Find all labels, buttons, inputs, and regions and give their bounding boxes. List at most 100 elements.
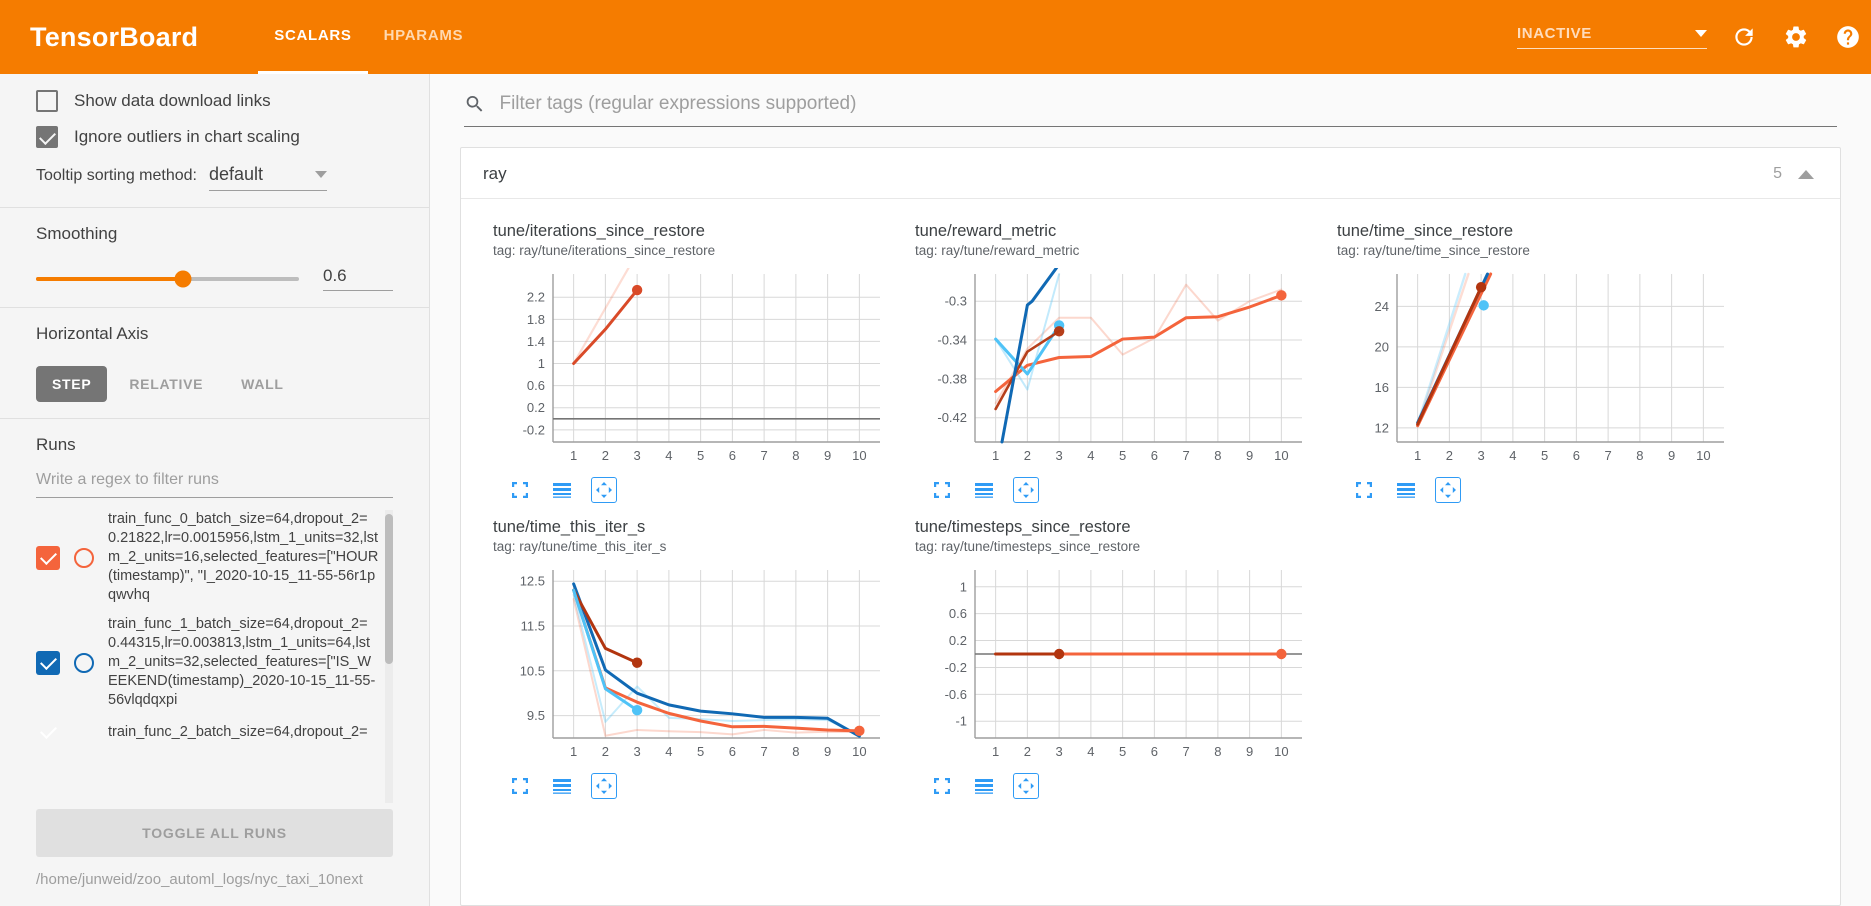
svg-text:10: 10 bbox=[1274, 744, 1288, 759]
sidebar-options: Show data download links Ignore outliers… bbox=[0, 74, 429, 207]
chart-tag: tag: ray/tune/reward_metric bbox=[915, 243, 1080, 258]
help-icon[interactable] bbox=[1833, 22, 1863, 52]
svg-text:2: 2 bbox=[602, 448, 609, 463]
fit-domain-icon[interactable] bbox=[591, 773, 617, 799]
svg-text:5: 5 bbox=[697, 448, 704, 463]
svg-text:1: 1 bbox=[570, 448, 577, 463]
data-series-icon[interactable] bbox=[549, 773, 575, 799]
svg-text:1: 1 bbox=[992, 744, 999, 759]
chart-plot[interactable]: -1 -0.6 -0.2 0.2 0.6 1 1 2 3 4 5 6 7 8 9 10 bbox=[915, 564, 1311, 769]
run-color-dot[interactable] bbox=[74, 722, 94, 742]
expand-icon[interactable] bbox=[1351, 477, 1377, 503]
chart-series-line bbox=[572, 588, 861, 733]
show-download-links-checkbox[interactable] bbox=[36, 90, 58, 112]
fit-domain-icon[interactable] bbox=[1013, 477, 1039, 503]
axis-option-wall[interactable]: WALL bbox=[241, 376, 284, 392]
refresh-icon[interactable] bbox=[1729, 22, 1759, 52]
run-label: train_func_1_batch_size=64,dropout_2=0.4… bbox=[108, 616, 376, 708]
main-tabs: SCALARS HPARAMS bbox=[258, 0, 479, 74]
chart-tag: tag: ray/tune/iterations_since_restore bbox=[493, 243, 716, 258]
svg-text:7: 7 bbox=[1183, 744, 1190, 759]
chart-endpoint-marker bbox=[631, 705, 643, 716]
svg-text:7: 7 bbox=[761, 744, 768, 759]
svg-text:5: 5 bbox=[1119, 448, 1126, 463]
list-item[interactable]: train_func_0_batch_size=64,dropout_2=0.2… bbox=[36, 510, 379, 605]
app-header: TensorBoard SCALARS HPARAMS INACTIVE bbox=[0, 0, 1871, 74]
search-icon bbox=[466, 95, 483, 112]
svg-text:2.2: 2.2 bbox=[527, 290, 545, 305]
chart-plot[interactable]: 12 16 20 24 1 2 3 4 5 6 7 8 9 10 bbox=[1337, 268, 1733, 473]
chart-tag: tag: ray/tune/time_this_iter_s bbox=[493, 539, 667, 554]
svg-text:10: 10 bbox=[852, 448, 866, 463]
gear-icon[interactable] bbox=[1781, 22, 1811, 52]
chart-card: tune/iterations_since_restore tag: ray/tu… bbox=[475, 211, 897, 507]
chart-endpoint-marker bbox=[1478, 300, 1489, 311]
svg-text:20: 20 bbox=[1375, 339, 1389, 354]
data-series-icon[interactable] bbox=[971, 477, 997, 503]
chart-series-line bbox=[572, 582, 861, 738]
run-checkbox[interactable] bbox=[36, 650, 60, 675]
tag-filter-input[interactable] bbox=[497, 92, 1837, 116]
svg-text:5: 5 bbox=[1541, 448, 1548, 463]
runs-scrollbar-thumb[interactable] bbox=[385, 514, 393, 664]
toggle-all-runs-button[interactable]: TOGGLE ALL RUNS bbox=[36, 809, 393, 857]
run-status-dropdown[interactable]: INACTIVE bbox=[1517, 25, 1707, 49]
tooltip-sorting-select[interactable]: default bbox=[208, 164, 327, 191]
show-download-links-row[interactable]: Show data download links bbox=[36, 90, 393, 112]
data-series-icon[interactable] bbox=[971, 773, 997, 799]
tab-scalars[interactable]: SCALARS bbox=[258, 0, 368, 74]
list-item[interactable]: train_func_2_batch_size=64,dropout_2= bbox=[36, 720, 379, 744]
svg-text:10: 10 bbox=[1274, 448, 1288, 463]
svg-text:-0.34: -0.34 bbox=[937, 333, 967, 348]
chart-series-line bbox=[572, 588, 639, 665]
chart-plot[interactable]: -0.2 0.2 0.6 1 1.4 1.8 2.2 1 2 3 4 5 6 7 8 9 10 bbox=[493, 251, 889, 473]
fit-domain-icon[interactable] bbox=[1013, 773, 1039, 799]
smoothing-slider[interactable] bbox=[36, 270, 299, 287]
chart-toolbar bbox=[493, 773, 889, 799]
chart-series-line bbox=[1416, 272, 1467, 425]
run-checkbox[interactable] bbox=[36, 545, 60, 570]
logdir-path: /home/junweid/zoo_automl_logs/nyc_taxi_1… bbox=[36, 871, 363, 888]
svg-text:10.5: 10.5 bbox=[520, 663, 545, 678]
axis-option-relative[interactable]: RELATIVE bbox=[129, 376, 204, 392]
expand-icon[interactable] bbox=[507, 773, 533, 799]
axis-option-step[interactable]: STEP bbox=[36, 366, 108, 402]
chart-series-line bbox=[572, 598, 861, 737]
fit-domain-icon[interactable] bbox=[1435, 477, 1461, 503]
svg-text:1: 1 bbox=[960, 579, 967, 594]
svg-text:3: 3 bbox=[1056, 744, 1063, 759]
runs-filter-input[interactable] bbox=[36, 465, 393, 498]
svg-text:2: 2 bbox=[1024, 448, 1031, 463]
list-item[interactable]: train_func_1_batch_size=64,dropout_2=0.4… bbox=[36, 615, 379, 710]
svg-text:6: 6 bbox=[1573, 448, 1580, 463]
ignore-outliers-label: Ignore outliers in chart scaling bbox=[74, 127, 300, 146]
smoothing-value-input[interactable]: 0.6 bbox=[323, 266, 393, 291]
chart-endpoint-marker bbox=[1053, 326, 1065, 337]
smoothing-slider-knob[interactable] bbox=[174, 270, 192, 287]
horizontal-axis-title: Horizontal Axis bbox=[36, 324, 149, 343]
data-series-icon[interactable] bbox=[549, 477, 575, 503]
ignore-outliers-checkbox[interactable] bbox=[36, 126, 58, 148]
tag-group-header[interactable]: ray 5 bbox=[461, 148, 1840, 199]
svg-text:7: 7 bbox=[1605, 448, 1612, 463]
chevron-down-icon bbox=[1695, 30, 1707, 37]
svg-text:2: 2 bbox=[602, 744, 609, 759]
svg-text:-0.38: -0.38 bbox=[937, 371, 967, 386]
chart-plot[interactable]: 9.5 10.5 11.5 12.5 1 2 3 4 5 6 7 8 9 10 bbox=[493, 564, 889, 769]
expand-icon[interactable] bbox=[507, 477, 533, 503]
run-checkbox[interactable] bbox=[36, 720, 60, 744]
expand-icon[interactable] bbox=[929, 773, 955, 799]
run-color-dot[interactable] bbox=[74, 652, 94, 673]
horizontal-axis-section: Horizontal Axis STEP RELATIVE WALL bbox=[0, 308, 429, 418]
fit-domain-icon[interactable] bbox=[591, 477, 617, 503]
chart-title: tune/time_this_iter_s bbox=[493, 518, 646, 536]
tab-hparams[interactable]: HPARAMS bbox=[383, 27, 464, 44]
ignore-outliers-row[interactable]: Ignore outliers in chart scaling bbox=[36, 126, 393, 148]
svg-text:1: 1 bbox=[992, 448, 999, 463]
data-series-icon[interactable] bbox=[1393, 477, 1419, 503]
run-color-dot[interactable] bbox=[74, 547, 94, 568]
chart-plot[interactable]: -0.42 -0.38 -0.34 -0.3 1 2 3 4 5 6 7 8 9 10 bbox=[915, 262, 1311, 473]
chart-title: tune/timesteps_since_restore bbox=[915, 518, 1131, 536]
chevron-up-icon[interactable] bbox=[1798, 169, 1814, 179]
expand-icon[interactable] bbox=[929, 477, 955, 503]
